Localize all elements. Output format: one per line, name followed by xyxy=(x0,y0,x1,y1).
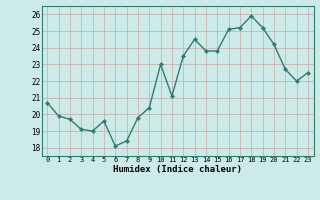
X-axis label: Humidex (Indice chaleur): Humidex (Indice chaleur) xyxy=(113,165,242,174)
